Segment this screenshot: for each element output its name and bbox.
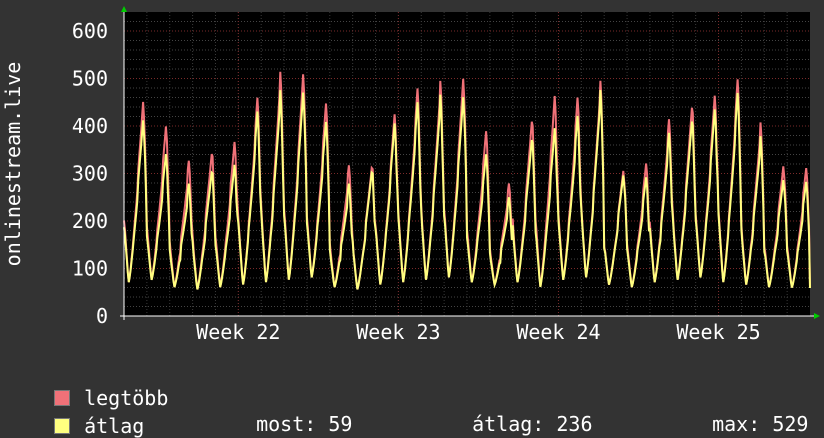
stat-now-label: most:	[256, 412, 317, 436]
y-tick-label: 500	[72, 67, 108, 91]
stat-max: max: 529	[688, 388, 808, 436]
legend-item-max: legtöbb	[30, 362, 168, 410]
grid	[124, 12, 810, 317]
y-tick-label: 400	[72, 114, 108, 138]
stat-avg-label: átlag:	[472, 412, 545, 436]
y-tick-label: 300	[72, 162, 108, 186]
y-axis-label: onlinestream.live	[1, 62, 25, 267]
x-tick-label: Week 23	[356, 320, 440, 344]
stat-max-value: 529	[772, 412, 809, 436]
legend-label-avg: átlag	[84, 414, 145, 438]
stat-now: most: 59	[232, 388, 352, 436]
x-tick-labels: Week 22 Week 23 Week 24 Week 25	[196, 320, 760, 344]
y-axis-arrow-icon	[121, 6, 127, 12]
stat-avg-value: 236	[556, 412, 593, 436]
x-tick-label: Week 22	[196, 320, 280, 344]
legend-swatch-max	[54, 390, 71, 406]
axes	[120, 6, 820, 320]
x-axis-arrow-icon	[814, 313, 820, 319]
legend-label-max: legtöbb	[84, 386, 169, 410]
stat-avg: átlag: 236	[448, 388, 593, 436]
y-tick-label: 200	[72, 209, 108, 233]
y-tick-label: 100	[72, 257, 108, 281]
stat-max-label: max:	[712, 412, 761, 436]
x-tick-label: Week 25	[676, 320, 760, 344]
series-line-atlag	[123, 89, 811, 290]
x-tick-label: Week 24	[516, 320, 600, 344]
y-tick-label: 0	[96, 304, 108, 328]
legend-item-avg: átlag	[30, 390, 144, 438]
legend-swatch-avg	[54, 418, 71, 434]
stat-now-value: 59	[328, 412, 353, 436]
y-tick-labels: 0 100 200 300 400 500 600	[72, 19, 108, 328]
y-tick-label: 600	[72, 19, 108, 43]
